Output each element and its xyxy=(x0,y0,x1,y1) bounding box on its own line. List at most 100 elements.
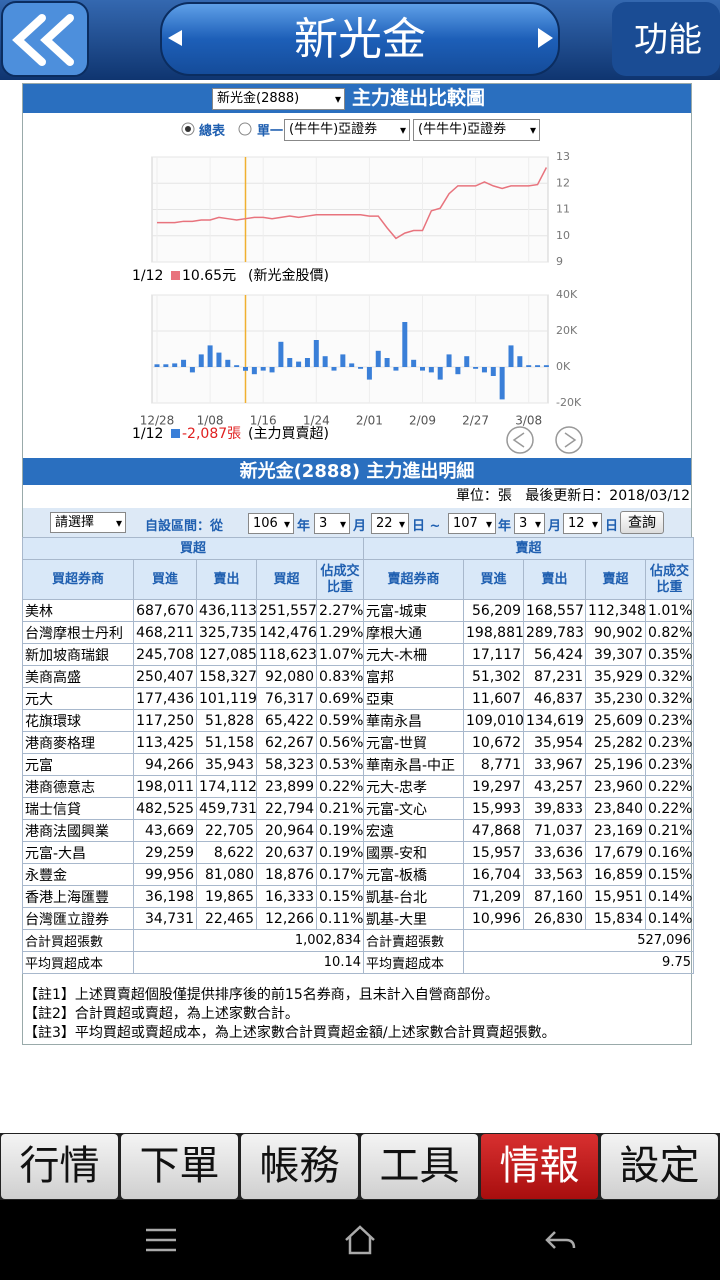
row: 台灣匯立證券 34,731 22,465 12,266 0.11% 凱基-大里 10,996… xyxy=(22,907,694,930)
month-select[interactable]: 3 xyxy=(514,513,545,534)
next-button[interactable] xyxy=(555,426,583,454)
prev-arrow[interactable] xyxy=(168,30,182,46)
legend-name: (主力買賣超) xyxy=(248,426,329,442)
cell: 元富-板橋 xyxy=(363,863,464,886)
year-select[interactable]: 106 xyxy=(248,513,294,534)
flow-bar xyxy=(154,364,160,367)
query-button[interactable]: 查詢 xyxy=(620,511,664,534)
cell: 158,327 xyxy=(196,665,257,688)
cell: 15,957 xyxy=(463,841,524,864)
tab[interactable]: 行情 xyxy=(1,1134,118,1199)
cell: 1.01% xyxy=(645,599,694,622)
tab[interactable]: 設定 xyxy=(601,1134,718,1199)
cell: 元富-世貿 xyxy=(363,731,464,754)
column-cell: 賣超券商 xyxy=(363,559,464,600)
updated: 最後更新日：2018/03/12 xyxy=(525,488,690,504)
cell: 華南永昌-中正 xyxy=(363,753,464,776)
cell: 112,348 xyxy=(585,599,646,622)
label: 年 xyxy=(498,519,512,534)
cell: 亞東 xyxy=(363,687,464,710)
cell: 美商高盛 xyxy=(22,665,134,688)
cell: 174,112 xyxy=(196,775,257,798)
day-select[interactable]: 12 xyxy=(563,513,602,534)
flow-bar xyxy=(393,367,399,371)
y-tick-label: 12 xyxy=(556,176,570,189)
flow-bar xyxy=(225,359,231,367)
y2-tick-label: -20K xyxy=(556,396,582,409)
cell: 94,266 xyxy=(133,753,197,776)
row: 新加坡商瑞銀 245,708 127,085 118,623 1.07% 元大-木柵 17,… xyxy=(22,643,694,666)
cell: 凱基-大里 xyxy=(363,907,464,930)
cell: 46,837 xyxy=(523,687,586,710)
row: 香港上海匯豐 36,198 19,865 16,333 0.15% 凱基-台北 71,209… xyxy=(22,885,694,908)
cell: 0.11% xyxy=(316,907,364,930)
cell: 華南永昌 xyxy=(363,709,464,732)
cell: 15,993 xyxy=(463,797,524,820)
cell: 0.22% xyxy=(645,797,694,820)
tab[interactable]: 帳務 xyxy=(241,1134,358,1199)
option-single: 單一 xyxy=(257,124,284,139)
y-tick-label: 9 xyxy=(556,255,563,268)
flow-bar xyxy=(446,354,452,367)
period-select[interactable]: 請選擇 xyxy=(50,512,126,533)
flow-bar xyxy=(473,367,479,369)
cell: 宏遠 xyxy=(363,819,464,842)
broker-select[interactable]: (牛牛牛)亞證券 xyxy=(284,119,410,141)
cell: 0.32% xyxy=(645,665,694,688)
flow-bar xyxy=(269,367,275,373)
cell: 0.53% xyxy=(316,753,364,776)
back-icon[interactable] xyxy=(545,1231,576,1249)
row: 花旗環球 117,250 51,828 65,422 0.59% 華南永昌 109,010 1… xyxy=(22,709,694,732)
cell: 113,425 xyxy=(133,731,197,754)
flow-bar xyxy=(296,361,302,367)
next-arrow[interactable] xyxy=(538,28,553,48)
cell: 0.19% xyxy=(316,841,364,864)
cell: 25,282 xyxy=(585,731,646,754)
home-icon[interactable] xyxy=(345,1225,375,1255)
flow-bar xyxy=(499,367,505,400)
top-icons xyxy=(1,1,720,77)
broker-table: 買超 賣超 買超券商 買進 賣出 買超 佔成交比重 賣超券商 買進 賣出 賣超 佔成交比重 美林 687,… xyxy=(22,537,694,974)
flow-bar xyxy=(535,365,541,367)
total-cell: 527,096 xyxy=(463,929,694,952)
function-label[interactable]: 功能 xyxy=(634,20,702,60)
tab[interactable]: 工具 xyxy=(361,1134,478,1199)
prev-button[interactable] xyxy=(506,426,534,454)
day-select[interactable]: 22 xyxy=(371,513,409,534)
function-button[interactable] xyxy=(612,2,720,76)
cell: 34,731 xyxy=(133,907,197,930)
tab[interactable]: 情報 xyxy=(481,1134,598,1199)
broker-select[interactable]: (牛牛牛)亞證券 xyxy=(413,119,540,141)
tab-bar xyxy=(0,1133,720,1200)
flow-plot xyxy=(151,294,549,404)
stock-select[interactable]: 新光金(2888) xyxy=(212,88,345,110)
menu-icon[interactable] xyxy=(146,1228,176,1252)
cell: 118,623 xyxy=(256,643,317,666)
cell: 65,422 xyxy=(256,709,317,732)
flow-bar xyxy=(358,367,364,369)
flow-bar xyxy=(198,354,204,367)
cell: 56,209 xyxy=(463,599,524,622)
month-select[interactable]: 3 xyxy=(314,513,350,534)
row: 港商德意志 198,011 174,112 23,899 0.22% 元大-忠孝 19,29… xyxy=(22,775,694,798)
cell: 12,266 xyxy=(256,907,317,930)
flow-bar xyxy=(216,352,222,367)
cell: 90,902 xyxy=(585,621,646,644)
flow-bar xyxy=(304,358,310,367)
flow-bar xyxy=(260,367,266,371)
cell: 16,333 xyxy=(256,885,317,908)
radio-single[interactable] xyxy=(238,122,252,136)
tab[interactable]: 下單 xyxy=(121,1134,238,1199)
cell: 0.59% xyxy=(316,709,364,732)
year-select[interactable]: 107 xyxy=(448,513,496,534)
cell: 11,607 xyxy=(463,687,524,710)
flow-bar xyxy=(420,367,425,371)
flow-bar xyxy=(234,365,240,367)
row: 元大 177,436 101,119 76,317 0.69% 亞東 11,607 46,83… xyxy=(22,687,694,710)
cell: 47,868 xyxy=(463,819,524,842)
cell: 142,476 xyxy=(256,621,317,644)
row: 美商高盛 250,407 158,327 92,080 0.83% 富邦 51,302 87,… xyxy=(22,665,694,688)
cell: 177,436 xyxy=(133,687,197,710)
flow-bar xyxy=(526,365,532,367)
cell: 20,964 xyxy=(256,819,317,842)
